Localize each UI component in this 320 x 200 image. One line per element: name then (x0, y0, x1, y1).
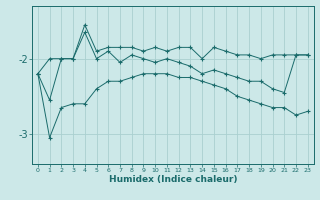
X-axis label: Humidex (Indice chaleur): Humidex (Indice chaleur) (108, 175, 237, 184)
